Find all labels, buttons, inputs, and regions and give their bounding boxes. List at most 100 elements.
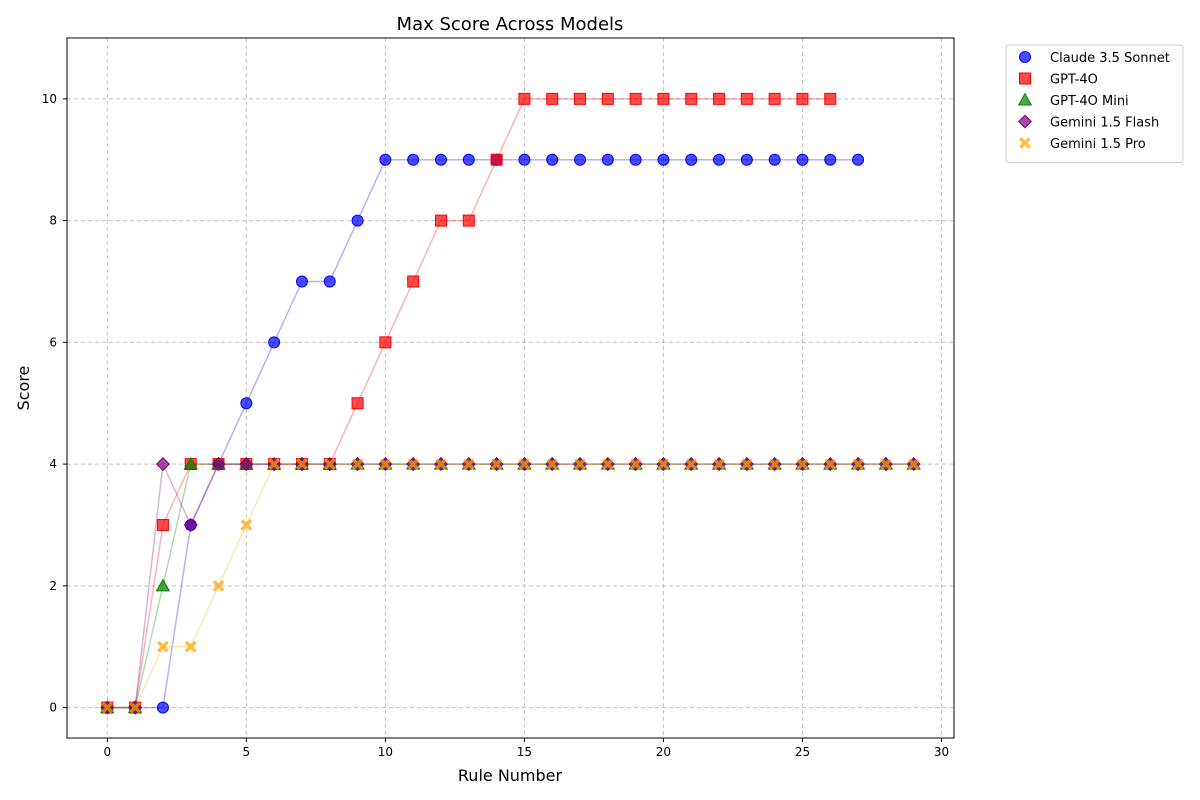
data-point xyxy=(157,640,169,653)
data-point xyxy=(156,701,169,714)
data-point xyxy=(574,153,587,166)
data-point xyxy=(768,92,781,105)
x-axis: 0 5 10 15 20 25 30 xyxy=(103,738,949,759)
x-tick-label: 25 xyxy=(795,745,810,759)
x-tick-label: 0 xyxy=(103,745,111,759)
x-tick-label: 10 xyxy=(378,745,393,759)
data-point xyxy=(685,92,698,105)
legend-marker xyxy=(1019,72,1031,85)
data-point xyxy=(211,457,226,472)
x-axis-title: Rule Number xyxy=(458,766,563,785)
data-point xyxy=(852,153,865,166)
data-point xyxy=(574,92,587,105)
data-point xyxy=(295,275,308,288)
data-point xyxy=(462,153,475,166)
data-point xyxy=(212,579,225,592)
data-point xyxy=(407,458,420,470)
legend-marker xyxy=(1017,92,1033,106)
plot-frame xyxy=(66,37,955,739)
data-point xyxy=(740,458,753,470)
data-point xyxy=(462,458,475,470)
data-point xyxy=(852,458,864,470)
data-point xyxy=(685,153,698,166)
data-point xyxy=(155,578,171,592)
x-tick-label: 20 xyxy=(656,745,671,759)
y-tick-label: 0 xyxy=(49,701,57,715)
data-point xyxy=(796,153,809,166)
data-point xyxy=(518,92,531,105)
data-point xyxy=(546,92,559,105)
data-point xyxy=(907,458,920,470)
data-point xyxy=(713,153,726,166)
data-point xyxy=(601,92,614,105)
data-point xyxy=(351,214,364,227)
data-point xyxy=(379,458,392,470)
data-point xyxy=(880,458,892,470)
y-axis: 0 2 4 6 8 10 xyxy=(42,92,67,715)
data-point xyxy=(323,458,336,470)
legend-label: Gemini 1.5 Pro xyxy=(1050,137,1146,152)
chart-title: Max Score Across Models xyxy=(397,14,624,35)
grid-layer xyxy=(67,38,954,738)
y-tick-label: 2 xyxy=(49,579,57,593)
data-point xyxy=(546,153,559,166)
data-point xyxy=(685,458,698,470)
data-point xyxy=(629,153,642,166)
data-point xyxy=(435,458,447,470)
data-point xyxy=(824,92,837,105)
series-line xyxy=(107,158,859,709)
data-point xyxy=(546,458,559,470)
data-point xyxy=(768,458,781,470)
data-point xyxy=(657,92,670,105)
legend-marker xyxy=(1017,114,1033,129)
x-tick-label: 15 xyxy=(517,745,532,759)
data-point xyxy=(713,92,726,105)
data-point xyxy=(434,214,447,227)
data-point xyxy=(129,701,141,714)
data-point xyxy=(351,458,364,470)
series-line xyxy=(107,98,831,709)
data-point xyxy=(351,397,364,410)
data-point xyxy=(268,336,281,349)
data-point xyxy=(796,92,809,105)
data-point xyxy=(824,153,837,166)
data-point xyxy=(629,458,642,470)
legend-box xyxy=(1005,44,1184,163)
data-point xyxy=(657,153,670,166)
data-point xyxy=(407,153,420,166)
legend-label: GPT-4O Mini xyxy=(1050,94,1129,109)
y-tick-label: 10 xyxy=(42,92,57,106)
y-tick-label: 6 xyxy=(49,335,57,349)
data-point xyxy=(629,92,642,105)
data-point xyxy=(657,458,670,470)
legend-label: GPT-4O xyxy=(1050,73,1098,88)
data-point xyxy=(601,153,614,166)
data-point xyxy=(824,458,837,470)
data-point xyxy=(740,153,753,166)
legend: Claude 3.5 Sonnet GPT-4O GPT-4O Mini Gemini… xyxy=(1005,44,1184,163)
data-point xyxy=(240,519,253,531)
y-tick-label: 4 xyxy=(49,457,57,471)
data-point xyxy=(407,275,420,288)
data-point xyxy=(156,518,169,531)
legend-label: Claude 3.5 Sonnet xyxy=(1050,51,1170,66)
y-tick-label: 8 xyxy=(49,214,57,228)
legend-marker xyxy=(1019,137,1031,149)
data-point xyxy=(713,458,725,470)
data-point xyxy=(183,517,198,532)
data-point xyxy=(379,336,392,349)
data-point xyxy=(239,457,254,472)
legend-label: Gemini 1.5 Flash xyxy=(1050,116,1159,131)
data-point xyxy=(768,153,781,166)
data-point xyxy=(796,458,809,470)
data-point xyxy=(379,153,392,166)
x-tick-label: 5 xyxy=(243,745,251,759)
data-point xyxy=(184,640,197,653)
markers-layer xyxy=(100,92,921,715)
data-point xyxy=(323,275,336,288)
data-point xyxy=(740,92,753,105)
x-tick-label: 30 xyxy=(934,745,949,759)
data-point xyxy=(296,458,308,470)
data-point xyxy=(240,397,253,410)
